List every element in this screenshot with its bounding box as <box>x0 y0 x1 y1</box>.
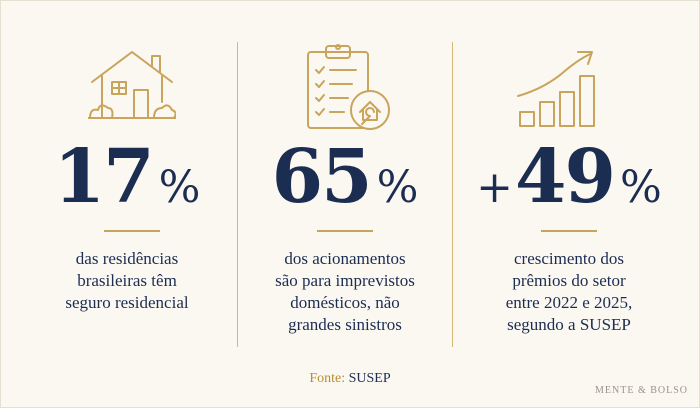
description-line: segundo a SUSEP <box>507 315 631 334</box>
stat-value: 65 % <box>238 140 452 214</box>
stat-card-premiums: + 49 % crescimento dos prêmios do setor … <box>454 0 684 360</box>
brand-watermark: MENTE & BOLSO <box>595 385 688 396</box>
stat-value: 17 % <box>18 140 236 214</box>
stat-card-residences: 17 % das residências brasileiras têm seg… <box>18 0 236 360</box>
gold-underline <box>541 230 597 232</box>
stat-unit: % <box>376 162 419 213</box>
stat-number: 65 <box>271 134 373 220</box>
source-value: SUSEP <box>348 371 391 386</box>
stat-card-claims: 65 % dos acionamentos são para imprevist… <box>238 0 452 360</box>
description-line: são para imprevistos <box>275 271 415 290</box>
description-line: brasileiras têm <box>77 271 177 290</box>
stat-value: + 49 % <box>454 140 684 214</box>
description-line: grandes sinistros <box>288 315 402 334</box>
gold-underline <box>104 230 160 232</box>
column-divider <box>237 42 238 347</box>
growth-chart-icon <box>516 48 600 134</box>
gold-underline <box>317 230 373 232</box>
stat-prefix: + <box>476 162 514 213</box>
description-line: seguro residencial <box>65 293 189 312</box>
stat-description: crescimento dos prêmios do setor entre 2… <box>454 248 684 336</box>
stat-description: dos acionamentos são para imprevistos do… <box>238 248 452 336</box>
description-line: domésticos, não <box>290 293 400 312</box>
description-line: prêmios do setor <box>512 271 626 290</box>
source-footer: Fonte: SUSEP <box>0 371 700 387</box>
column-divider <box>452 42 453 347</box>
stat-description: das residências brasileiras têm seguro r… <box>18 248 236 314</box>
stat-number: 17 <box>53 134 155 220</box>
description-line: das residências <box>75 249 179 268</box>
description-line: crescimento dos <box>514 249 624 268</box>
description-line: dos acionamentos <box>284 249 406 268</box>
stat-number: 49 <box>515 134 616 220</box>
stat-unit: % <box>620 162 662 213</box>
description-line: entre 2022 e 2025, <box>505 293 633 312</box>
house-icon <box>87 46 177 130</box>
source-label: Fonte: <box>309 371 346 386</box>
stat-unit: % <box>158 162 201 213</box>
clipboard-checklist-wrench-icon <box>304 42 396 138</box>
